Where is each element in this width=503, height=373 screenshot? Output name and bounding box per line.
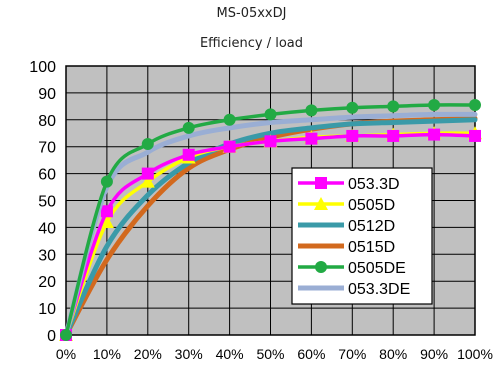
legend-label-0505d: 0505D [348, 197, 395, 214]
data-point-0533d [346, 129, 359, 142]
x-tick-label: 30% [175, 346, 203, 362]
legend-marker-0505d [314, 197, 328, 210]
data-point-0505d [140, 174, 155, 188]
data-point-0533d [305, 132, 318, 145]
legend-marker-0505de [315, 261, 327, 273]
series-line-0512d [63, 117, 478, 338]
legend-box [291, 167, 433, 305]
y-tick-label: 100 [29, 59, 56, 76]
data-point-0533d [428, 128, 441, 141]
chart-subtitle: Efficiency / load [199, 36, 304, 51]
chart-title: MS-05xxDJ [216, 6, 287, 21]
data-point-0533d [264, 135, 277, 148]
data-point-0505de [264, 108, 277, 121]
legend-label-0533de: 053.3DE [348, 281, 410, 298]
x-tick-label: 100% [457, 346, 493, 362]
data-point-0505de [387, 100, 400, 113]
x-tick-label: 80% [379, 346, 407, 362]
x-tick-label: 70% [338, 346, 366, 362]
y-tick-label: 0 [47, 328, 56, 345]
y-tick-label: 50 [38, 194, 56, 211]
data-point-0505de [305, 104, 318, 117]
data-point-0505de [182, 121, 195, 134]
data-point-0533d [141, 167, 154, 180]
legend-label-0505de: 0505DE [348, 260, 406, 277]
data-point-0533d [100, 205, 113, 218]
data-point-0505d [99, 215, 114, 229]
y-tick-label: 70 [38, 140, 56, 157]
data-point-0533d [182, 148, 195, 161]
x-tick-label: 50% [256, 346, 284, 362]
x-tick-label: 40% [216, 346, 244, 362]
x-tick-label: 10% [93, 346, 121, 362]
x-tick-label: 20% [134, 346, 162, 362]
series-line-0533de [63, 111, 478, 338]
data-point-0505de [100, 175, 113, 188]
y-tick-label: 20 [38, 274, 56, 291]
data-point-0505de [346, 101, 359, 114]
plot-border [65, 65, 476, 336]
data-point-0533d [387, 129, 400, 142]
y-tick-label: 80 [38, 113, 56, 130]
legend-label-0515d: 0515D [348, 239, 395, 256]
legend-label-0533d: 053.3D [348, 176, 400, 193]
data-point-0505de [141, 138, 154, 151]
y-tick-label: 30 [38, 247, 56, 264]
y-tick-label: 10 [38, 301, 56, 318]
y-tick-label: 90 [38, 86, 56, 103]
legend: 053.3D 0505D 0512D 0515D 0505DE 053.3DE [291, 167, 433, 305]
data-point-0505de [60, 329, 72, 341]
x-tick-label: 0% [56, 346, 76, 362]
legend-marker-0533d [315, 177, 327, 189]
data-point-0505de [469, 99, 481, 112]
legend-label-0512d: 0512D [348, 218, 395, 235]
data-point-0533d [223, 140, 236, 153]
series-0505de [60, 99, 481, 341]
x-tick-label: 90% [420, 346, 448, 362]
data-point-0533d [469, 129, 481, 142]
series-0512d [63, 117, 478, 338]
x-tick-label: 60% [297, 346, 325, 362]
series-0533de [63, 111, 478, 338]
data-point-0505de [428, 99, 441, 112]
series-line-0505de [64, 103, 477, 337]
data-point-0505de [223, 113, 236, 126]
y-tick-label: 60 [38, 167, 56, 184]
y-tick-label: 40 [38, 220, 56, 237]
